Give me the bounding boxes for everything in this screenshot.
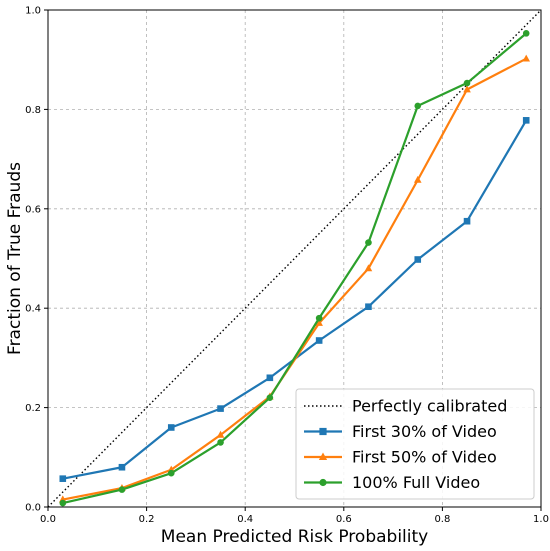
series-line [62,32,527,505]
data-point-square [365,303,372,311]
data-point-triangle [364,264,373,272]
data-point-circle [319,478,327,487]
y-tick-label: 1.0 [25,6,41,17]
data-point-square [217,405,224,412]
data-point-circle [414,102,422,110]
legend-entry: Perfectly calibrated [304,397,507,416]
series-3 [59,30,530,507]
data-point-triangle [522,54,531,62]
x-tick-label: 0.8 [434,514,450,525]
data-point-square [463,217,471,225]
data-point-square [315,337,323,344]
axis-ticks: 0.0 0.2 0.4 0.6 0.8 1.0 0.0 0.2 0.4 0.6 0.8 1.0 [25,6,549,526]
data-point-triangle [315,318,323,326]
data-point-square [167,424,175,431]
x-tick-label: 1.0 [533,514,549,525]
y-tick-label: 0.2 [25,403,41,414]
x-tick-label: 0.0 [40,514,56,525]
legend-label: 100% Full Video [352,473,480,492]
data-point-triangle [216,430,225,438]
data-point-circle [315,314,323,322]
data-point-circle [59,499,67,507]
x-tick-label: 0.4 [237,514,253,525]
data-point-square [414,256,422,263]
x-axis-label: Mean Predicted Risk Probability [161,527,428,547]
data-point-square [118,463,126,471]
legend: Perfectly calibrated First 30% of Video Fi… [295,388,535,500]
y-tick-label: 0.0 [25,503,41,514]
data-point-triangle [413,175,422,183]
y-tick-label: 0.4 [25,304,41,315]
legend-label: First 30% of Video [352,422,497,441]
legend-box [295,388,535,500]
data-point-circle [522,30,530,37]
data-point-circle [167,469,175,477]
y-tick-label: 0.6 [25,204,41,215]
legend-entry: First 50% of Video [304,448,497,467]
y-axis-label: Fraction of True Frauds [5,162,25,355]
data-point-circle [266,394,274,401]
data-point-circle [365,239,372,246]
data-point-circle [118,486,126,493]
data-point-circle [463,79,471,87]
series-group [58,30,531,507]
data-point-square [522,117,530,124]
data-point-triangle [463,85,471,93]
reference-line [47,9,542,508]
data-point-circle [217,439,224,446]
x-tick-label: 0.6 [336,514,352,525]
legend-entry: 100% Full Video [304,473,480,492]
data-point-square [59,475,67,482]
legend-entry: First 30% of Video [304,422,497,441]
legend-label: First 50% of Video [352,448,497,467]
legend-label: Perfectly calibrated [352,397,507,416]
data-point-square [319,427,327,436]
data-point-square [266,374,274,382]
reference-line-group [47,9,542,508]
x-tick-label: 0.2 [139,514,155,525]
plot-frame [47,9,542,508]
y-tick-label: 0.8 [25,105,41,116]
data-point-triangle [318,452,328,461]
